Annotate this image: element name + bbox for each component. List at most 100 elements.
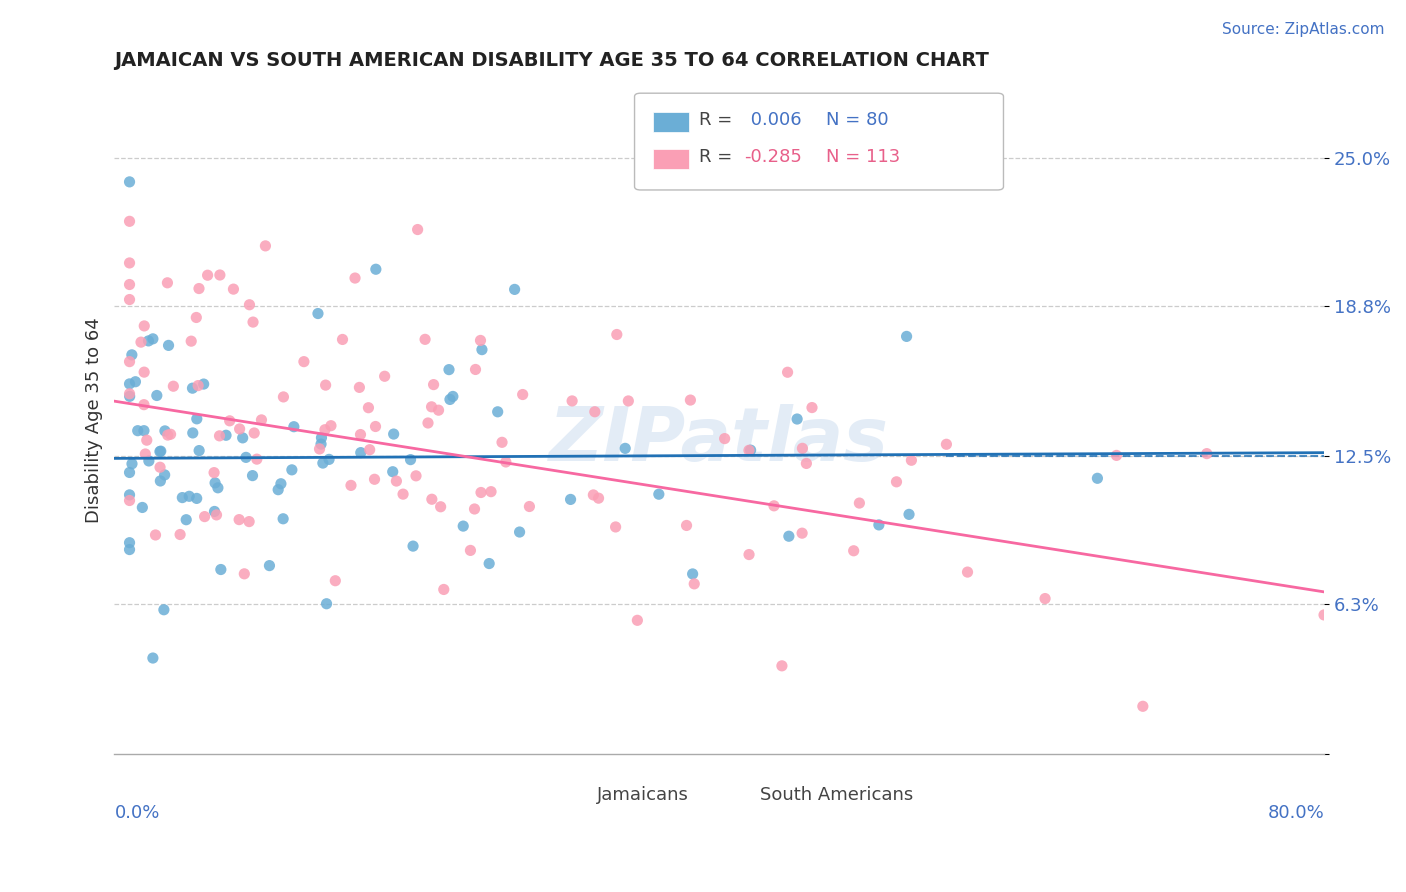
Point <box>713 432 735 446</box>
Point <box>307 307 329 321</box>
Text: Jamaicans: Jamaicans <box>598 786 689 804</box>
Point <box>479 484 502 499</box>
Point <box>1195 447 1218 461</box>
Text: N = 113: N = 113 <box>825 147 900 166</box>
Point <box>606 327 628 342</box>
Point <box>118 389 141 403</box>
Text: Source: ZipAtlas.com: Source: ZipAtlas.com <box>1222 22 1385 37</box>
Point <box>238 298 260 312</box>
Point <box>332 333 354 347</box>
Point <box>381 465 404 479</box>
Point <box>422 377 444 392</box>
Point <box>157 338 180 352</box>
Point <box>509 524 531 539</box>
Point <box>267 483 290 497</box>
Point <box>420 400 443 414</box>
Point <box>149 460 172 475</box>
Point <box>233 566 256 581</box>
Point <box>273 390 295 404</box>
Point <box>605 520 627 534</box>
Point <box>250 413 273 427</box>
Point <box>439 392 461 407</box>
Point <box>187 378 209 392</box>
Point <box>132 424 155 438</box>
Point <box>243 425 266 440</box>
Point <box>340 478 363 492</box>
Point <box>503 282 526 296</box>
Point <box>460 543 482 558</box>
Point <box>134 318 156 333</box>
Point <box>561 393 583 408</box>
Point <box>318 452 340 467</box>
Text: South Americans: South Americans <box>761 786 914 804</box>
Point <box>197 268 219 283</box>
Point <box>582 488 605 502</box>
Point <box>349 427 371 442</box>
Point <box>232 431 254 445</box>
Point <box>118 493 141 508</box>
Text: R =: R = <box>699 147 738 166</box>
Point <box>1033 591 1056 606</box>
Point <box>413 332 436 346</box>
Point <box>118 466 141 480</box>
Point <box>868 517 890 532</box>
Point <box>437 362 460 376</box>
Point <box>399 452 422 467</box>
Point <box>131 500 153 515</box>
Point <box>682 566 704 581</box>
Point <box>314 423 336 437</box>
Point <box>778 529 800 543</box>
Point <box>292 354 315 368</box>
Point <box>145 528 167 542</box>
Point <box>205 508 228 522</box>
Point <box>193 377 215 392</box>
Point <box>896 329 918 343</box>
Text: -0.285: -0.285 <box>745 147 803 166</box>
Point <box>186 412 208 426</box>
Point <box>186 310 208 325</box>
Point <box>188 281 211 295</box>
Point <box>583 405 606 419</box>
Point <box>174 513 197 527</box>
Point <box>254 239 277 253</box>
Point <box>118 488 141 502</box>
Point <box>900 453 922 467</box>
Point <box>786 412 808 426</box>
Point <box>402 539 425 553</box>
Point <box>344 271 367 285</box>
Point <box>790 526 813 541</box>
Text: R =: R = <box>699 111 738 128</box>
Point <box>470 485 492 500</box>
Text: 0.006: 0.006 <box>745 111 801 128</box>
Point <box>270 476 292 491</box>
Point <box>156 428 179 442</box>
Point <box>464 362 486 376</box>
Point <box>121 348 143 362</box>
Point <box>118 542 141 557</box>
Point <box>259 558 281 573</box>
Point <box>118 535 141 549</box>
Text: N = 80: N = 80 <box>825 111 889 128</box>
Point <box>149 444 172 458</box>
Point <box>209 562 232 576</box>
Point <box>560 492 582 507</box>
Point <box>242 468 264 483</box>
Point <box>886 475 908 489</box>
Point <box>478 557 501 571</box>
Point <box>118 277 141 292</box>
Point <box>181 381 204 395</box>
Point <box>308 442 330 456</box>
Point <box>138 454 160 468</box>
Point <box>159 427 181 442</box>
Point <box>776 365 799 379</box>
Point <box>762 499 785 513</box>
Point <box>153 424 176 438</box>
Point <box>142 651 165 665</box>
Point <box>588 491 610 505</box>
Point <box>149 474 172 488</box>
Point <box>246 452 269 467</box>
Bar <box>720 788 754 802</box>
Point <box>364 262 387 277</box>
Point <box>118 214 141 228</box>
Point <box>323 574 346 588</box>
